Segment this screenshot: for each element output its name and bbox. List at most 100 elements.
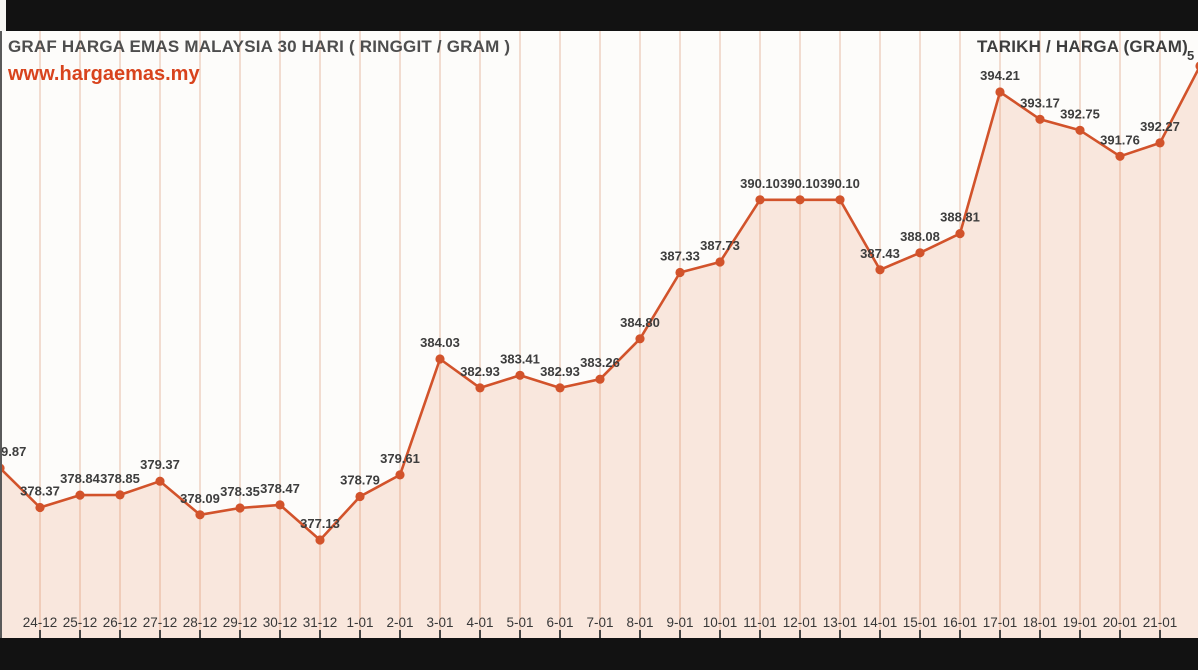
value-label: 383.26 bbox=[580, 355, 620, 370]
data-point[interactable] bbox=[555, 383, 565, 393]
x-tick-label: 26-12 bbox=[103, 615, 138, 630]
x-tick-label: 5-01 bbox=[506, 615, 533, 630]
data-point[interactable] bbox=[475, 383, 485, 393]
data-point[interactable] bbox=[715, 257, 725, 267]
value-label: 384.80 bbox=[620, 315, 660, 330]
x-tick-label: 27-12 bbox=[143, 615, 178, 630]
data-point[interactable] bbox=[835, 195, 845, 205]
x-tick-label: 24-12 bbox=[23, 615, 58, 630]
data-point[interactable] bbox=[675, 267, 685, 278]
value-label: 382.93 bbox=[460, 364, 500, 379]
data-point[interactable] bbox=[155, 476, 165, 486]
bottom-letterbox-bar bbox=[0, 638, 1198, 670]
data-point[interactable] bbox=[75, 490, 85, 500]
x-tick-label: 14-01 bbox=[863, 615, 898, 630]
x-tick-label: 7-01 bbox=[586, 615, 613, 630]
x-tick-label: 30-12 bbox=[263, 615, 298, 630]
clipped-value-label: 5 bbox=[1187, 48, 1194, 63]
value-label: 393.17 bbox=[1020, 95, 1060, 110]
value-label: 378.79 bbox=[340, 473, 380, 488]
data-point[interactable] bbox=[515, 370, 525, 380]
data-point[interactable] bbox=[1155, 138, 1165, 148]
data-point[interactable] bbox=[1115, 151, 1125, 161]
data-point[interactable] bbox=[995, 87, 1005, 97]
data-point[interactable] bbox=[435, 354, 445, 364]
value-label: 378.85 bbox=[100, 471, 140, 486]
x-tick-label: 6-01 bbox=[546, 615, 573, 630]
x-tick-label: 12-01 bbox=[783, 615, 818, 630]
value-label: 392.75 bbox=[1060, 106, 1100, 121]
value-label: 378.47 bbox=[260, 481, 300, 496]
page-background-sliver bbox=[0, 0, 6, 31]
chart-title: GRAF HARGA EMAS MALAYSIA 30 HARI ( RINGG… bbox=[8, 37, 511, 56]
value-label: 378.09 bbox=[180, 491, 220, 506]
x-tick-label: 15-01 bbox=[903, 615, 938, 630]
x-tick-label: 2-01 bbox=[386, 615, 413, 630]
data-point[interactable] bbox=[875, 265, 885, 275]
x-tick-label: 31-12 bbox=[303, 615, 338, 630]
data-point[interactable] bbox=[35, 502, 45, 513]
value-label: 379.61 bbox=[380, 451, 420, 466]
value-label: 388.81 bbox=[940, 210, 980, 225]
data-point[interactable] bbox=[915, 248, 925, 258]
value-label: 382.93 bbox=[540, 364, 580, 379]
value-label: 387.43 bbox=[860, 246, 900, 261]
x-tick-label: 3-01 bbox=[426, 615, 453, 630]
value-label: 377.13 bbox=[300, 516, 340, 531]
data-point[interactable] bbox=[355, 491, 365, 502]
value-label: 388.08 bbox=[900, 229, 940, 244]
x-tick-label: 9-01 bbox=[666, 615, 693, 630]
x-tick-label: 11-01 bbox=[743, 615, 777, 630]
value-label: 390.10 bbox=[780, 176, 820, 191]
x-tick-label: 4-01 bbox=[466, 615, 493, 630]
website-link[interactable]: www.hargaemas.my bbox=[8, 63, 200, 85]
data-point[interactable] bbox=[1195, 61, 1198, 71]
data-point[interactable] bbox=[315, 535, 325, 545]
data-point[interactable] bbox=[1075, 125, 1085, 135]
value-label: 387.73 bbox=[700, 238, 740, 253]
x-tick-label: 16-01 bbox=[943, 615, 978, 630]
data-point[interactable] bbox=[635, 334, 645, 344]
data-point[interactable] bbox=[235, 503, 245, 513]
x-tick-label: 25-12 bbox=[63, 615, 98, 630]
data-point[interactable] bbox=[755, 195, 765, 205]
clipped-value-label: 9.87 bbox=[1, 444, 26, 459]
data-point[interactable] bbox=[115, 490, 125, 500]
value-label: 378.84 bbox=[60, 471, 101, 486]
x-tick-label: 10-01 bbox=[703, 615, 738, 630]
value-label: 383.41 bbox=[500, 351, 540, 366]
x-tick-label: 17-01 bbox=[983, 615, 1018, 630]
x-tick-label: 19-01 bbox=[1063, 615, 1098, 630]
gold-price-chart-panel: 24-12 25-12 26-12 27-12 28-12 29-12 30-12 31-12… bbox=[0, 31, 1198, 638]
data-point[interactable] bbox=[195, 510, 205, 520]
value-label: 394.21 bbox=[980, 68, 1020, 83]
value-label: 392.27 bbox=[1140, 119, 1180, 134]
value-label: 384.03 bbox=[420, 335, 460, 350]
x-tick-label: 1-01 bbox=[346, 615, 373, 630]
data-point[interactable] bbox=[795, 195, 805, 205]
x-tick-label: 21-01 bbox=[1143, 615, 1178, 630]
price-line-chart: 24-12 25-12 26-12 27-12 28-12 29-12 30-12 31-12… bbox=[0, 31, 1198, 638]
value-label: 387.33 bbox=[660, 249, 700, 264]
x-tick-label: 18-01 bbox=[1023, 615, 1058, 630]
data-point[interactable] bbox=[395, 470, 405, 480]
axis-legend-label: TARIKH / HARGA (GRAM) bbox=[976, 37, 1188, 56]
x-tick-label: 28-12 bbox=[183, 615, 218, 630]
value-label: 379.37 bbox=[140, 457, 180, 472]
x-tick-label: 13-01 bbox=[823, 615, 858, 630]
value-label: 378.37 bbox=[20, 484, 60, 499]
x-tick-label: 8-01 bbox=[626, 615, 653, 630]
price-area-fill bbox=[0, 69, 1198, 638]
data-point[interactable] bbox=[275, 500, 285, 510]
value-label: 378.35 bbox=[220, 484, 260, 499]
value-label: 391.76 bbox=[1100, 132, 1140, 147]
top-letterbox-bar bbox=[0, 0, 1198, 31]
x-tick-label: 29-12 bbox=[223, 615, 258, 630]
data-point[interactable] bbox=[1035, 114, 1045, 124]
value-label: 390.10 bbox=[740, 176, 780, 191]
y-axis-line bbox=[0, 31, 2, 638]
x-tick-label: 20-01 bbox=[1103, 615, 1138, 630]
data-point[interactable] bbox=[955, 229, 965, 239]
data-point[interactable] bbox=[595, 374, 605, 384]
